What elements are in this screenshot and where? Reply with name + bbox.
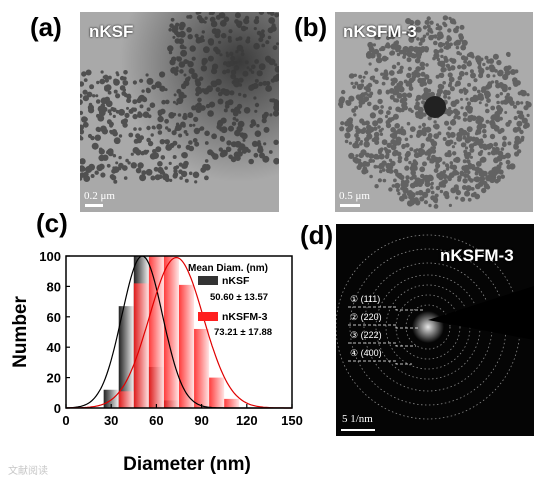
histogram-bar-nKSF <box>118 306 134 408</box>
scale-text-d: 5 1/nm <box>342 413 373 425</box>
y-tick-label: 100 <box>39 249 61 264</box>
y-tick-label: 60 <box>47 310 61 325</box>
y-tick-label: 40 <box>47 340 61 355</box>
scale-text-a: 0.2 μm <box>84 190 115 202</box>
panel-d-label: (d) <box>300 220 334 250</box>
legend-swatch-nKSF <box>198 276 218 285</box>
saed-rings <box>336 234 534 420</box>
saed-sample-label: nKSFM-3 <box>440 246 514 265</box>
legend-series-stat: 50.60 ± 13.57 <box>210 292 268 303</box>
x-tick-label: 120 <box>236 413 258 428</box>
tem-image-nksfm3: nKSFM-3 0.5 μm <box>335 12 533 212</box>
x-tick-label: 90 <box>194 413 208 428</box>
fit-curve-nKSFM-3 <box>66 256 292 409</box>
scale-text-b: 0.5 μm <box>339 190 370 202</box>
scale-bar-b <box>340 204 360 207</box>
ring-label-2: ② (220) <box>350 312 382 322</box>
tem-image-nksf: nKSF 0.2 μm <box>80 12 279 212</box>
x-axis-label: Diameter (nm) <box>123 454 251 475</box>
tem-b-sample-label: nKSFM-3 <box>343 22 417 41</box>
size-distribution-chart: 0 30 60 90 120 150 0 20 40 60 80 100 Number Diamete… <box>10 249 303 475</box>
x-tick-label: 30 <box>104 413 118 428</box>
x-tick-label: 0 <box>62 413 69 428</box>
panel-b-label: (b) <box>294 12 328 42</box>
ring-label-4: ④ (400) <box>350 348 382 358</box>
histogram-bar-nKSFM-3 <box>179 284 195 408</box>
watermark: 文献阅读 <box>8 466 48 477</box>
histogram-bar-nKSFM-3 <box>194 328 210 408</box>
tem-texture-a <box>80 12 279 212</box>
scale-bar-a <box>85 204 103 207</box>
y-tick-label: 80 <box>47 279 61 294</box>
legend-series-stat: 73.21 ± 17.88 <box>214 327 272 338</box>
panel-a-label: (a) <box>30 12 62 42</box>
legend-swatch-nKSFM-3 <box>198 312 218 321</box>
y-axis-label: Number <box>10 296 31 368</box>
histogram-bar-nKSFM-3 <box>163 256 179 408</box>
ring-label-1: ① (111) <box>350 294 381 304</box>
histogram-bar-nKSFM-3 <box>133 283 149 408</box>
saed-pattern: nKSFM-3 ① (111) ② (220) ③ (222) ④ (400) … <box>336 224 534 436</box>
tem-texture-b <box>335 12 533 212</box>
histogram-bar-nKSFM-3 <box>209 377 225 408</box>
histogram-bar-nKSFM-3 <box>224 398 240 408</box>
ring-label-3: ③ (222) <box>350 330 382 340</box>
x-tick-label: 150 <box>281 413 303 428</box>
plot-frame <box>65 255 293 409</box>
tem-a-sample-label: nKSF <box>89 22 134 41</box>
scale-bar-d <box>341 429 375 431</box>
legend-title: Mean Diam. (nm) <box>188 263 268 274</box>
y-tick-label: 20 <box>47 371 61 386</box>
x-tick-label: 60 <box>149 413 163 428</box>
histogram-bar-nKSFM-3 <box>148 256 164 408</box>
histogram-bar-nKSF <box>103 389 119 408</box>
legend-series-name: nKSFM-3 <box>222 311 268 323</box>
panel-c-label: (c) <box>36 208 68 238</box>
legend-series-name: nKSF <box>222 275 250 287</box>
y-tick-label: 0 <box>54 401 61 416</box>
histogram-bar-nKSFM-3 <box>118 391 134 408</box>
